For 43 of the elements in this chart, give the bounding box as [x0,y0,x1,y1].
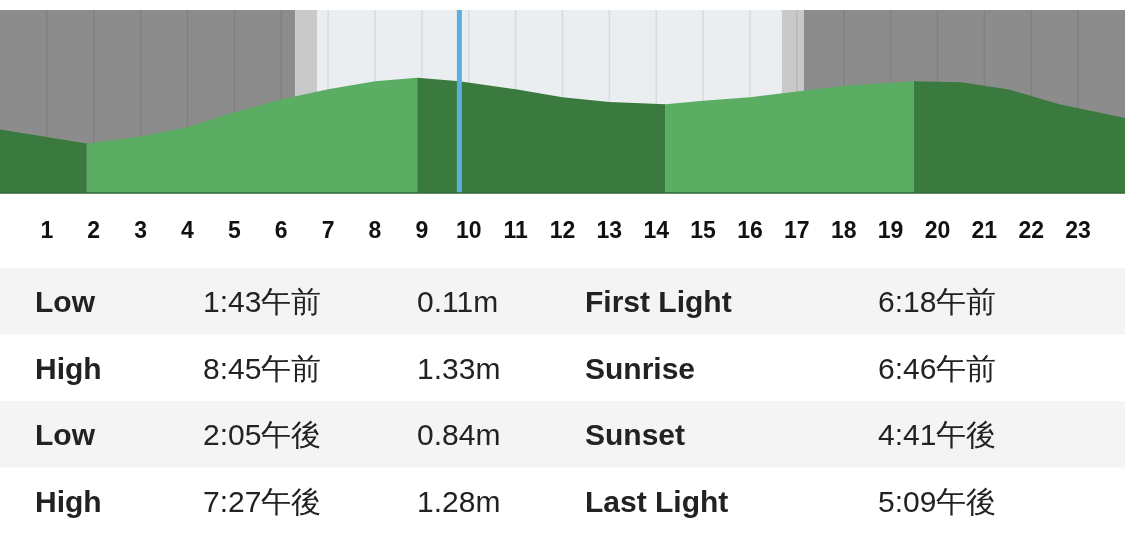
text: First Light [585,285,732,319]
x-tick-label: 16 [737,217,763,243]
x-tick-label: 12 [549,217,576,243]
x-tick-label: 7 [321,217,335,243]
text: Low [35,285,96,319]
x-tick-label: 18 [830,217,857,243]
x-tick-label: 11 [503,217,528,243]
x-tick-label: 5 [227,217,241,243]
text: Last Light [585,484,729,518]
text: 1.28m [417,484,501,518]
x-tick-label: 17 [784,217,810,243]
text: Sunrise [585,351,696,385]
text: 7:27午後 [203,484,322,518]
text: 1.33m [417,351,501,385]
text: Low [35,418,96,452]
x-tick-label: 15 [690,217,717,243]
x-tick-label: 13 [596,217,623,243]
x-tick-label: 9 [415,217,429,243]
text: 5:09午後 [878,484,997,518]
x-tick-label: 21 [971,217,998,243]
text: 2:05午後 [203,418,322,452]
text: 0.84m [417,418,501,452]
text: 4:41午後 [878,418,997,452]
x-tick-label: 19 [877,217,904,243]
x-tick-label: 14 [643,217,670,243]
text: 8:45午前 [203,351,322,385]
x-tick-label: 23 [1065,217,1091,243]
x-tick-label: 2 [87,217,101,243]
text: High [35,351,102,385]
text: High [35,484,102,518]
x-tick-label: 6 [274,217,288,243]
x-tick-label: 20 [924,217,951,243]
x-tick-label: 4 [181,217,195,243]
text: Sunset [585,418,686,452]
text: 1:43午前 [203,285,322,319]
x-tick-label: 22 [1018,217,1045,243]
x-tick-label: 1 [40,217,54,243]
text: 6:18午前 [878,285,997,319]
x-tick-label: 3 [134,217,148,243]
x-tick-label: 10 [455,217,482,243]
text: 6:46午前 [878,351,997,385]
text: 0.11m [417,285,499,319]
x-tick-label: 8 [368,217,382,243]
